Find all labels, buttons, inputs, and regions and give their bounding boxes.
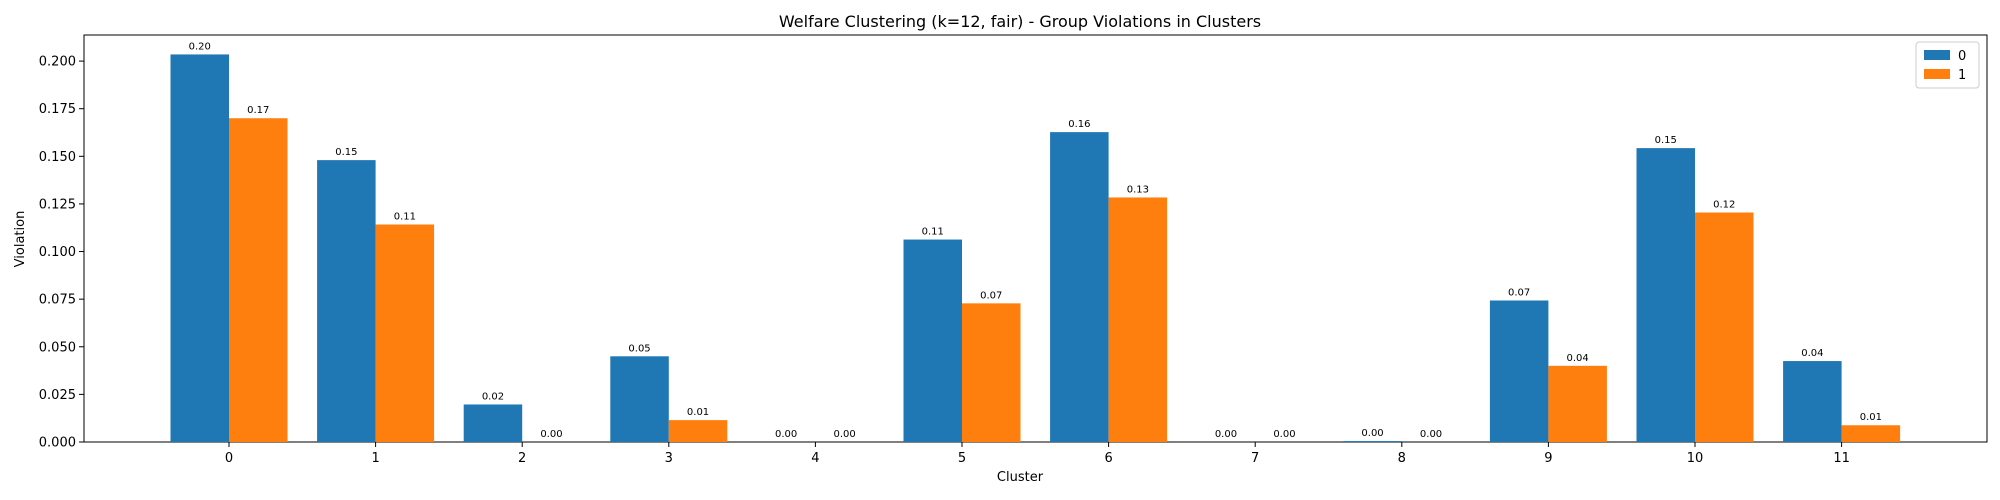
data-label-series-0-cluster-8: 0.00 [1361, 428, 1383, 439]
data-label-series-0-cluster-7: 0.00 [1215, 429, 1237, 440]
bar-series-0-cluster-6 [1050, 132, 1109, 442]
y-tick-label-0.100: 0.100 [39, 245, 76, 260]
y-tick-label-0.150: 0.150 [39, 150, 76, 165]
data-label-series-1-cluster-0: 0.17 [247, 105, 269, 116]
bar-series-0-cluster-8 [1343, 441, 1402, 442]
x-axis: 0 1 2 3 4 5 6 7 8 9 10 11 [225, 442, 1850, 466]
x-tick-label-1: 1 [371, 451, 379, 466]
data-label-series-0-cluster-10: 0.15 [1655, 135, 1677, 146]
data-label-series-0-cluster-6: 0.16 [1068, 119, 1090, 130]
bar-series-0-cluster-3 [610, 356, 669, 442]
x-axis-label: Cluster [997, 470, 1044, 485]
data-label-series-1-cluster-7: 0.00 [1273, 429, 1295, 440]
data-label-series-0-cluster-4: 0.00 [775, 429, 797, 440]
x-tick-label-8: 8 [1398, 451, 1406, 466]
y-axis-label: Violation [13, 211, 28, 268]
bar-series-1-cluster-5 [962, 303, 1021, 442]
bar-series-0-cluster-9 [1489, 300, 1549, 442]
data-label-series-0-cluster-11: 0.04 [1801, 348, 1823, 359]
y-tick-label-0.050: 0.050 [39, 340, 76, 355]
y-tick-label-0.175: 0.175 [39, 102, 76, 117]
legend-swatch-0 [1924, 50, 1950, 60]
x-tick-label-10: 10 [1687, 451, 1704, 466]
plot-frame [83, 34, 1988, 443]
y-axis: 0.000 0.025 0.050 0.075 0.100 0.125 0.150 0.175… [39, 55, 84, 451]
x-tick-label-4: 4 [811, 451, 819, 466]
data-label-series-1-cluster-3: 0.01 [687, 407, 709, 418]
y-tick-label-0.025: 0.025 [39, 388, 76, 403]
data-label-series-1-cluster-1: 0.11 [394, 212, 416, 223]
x-tick-label-2: 2 [518, 451, 526, 466]
data-label-series-0-cluster-1: 0.15 [335, 147, 357, 158]
x-tick-label-6: 6 [1104, 451, 1112, 466]
data-label-series-1-cluster-11: 0.01 [1860, 412, 1882, 423]
data-label-series-1-cluster-9: 0.04 [1567, 353, 1589, 364]
legend: 01 [1915, 41, 1980, 89]
data-label-series-0-cluster-5: 0.11 [922, 227, 944, 238]
data-label-series-1-cluster-8: 0.00 [1420, 429, 1442, 440]
x-tick-label-0: 0 [225, 451, 233, 466]
bar-series-1-cluster-11 [1841, 425, 1901, 442]
x-tick-label-7: 7 [1251, 451, 1259, 466]
bar-series-1-cluster-3 [668, 420, 728, 442]
data-label-series-1-cluster-6: 0.13 [1127, 184, 1149, 195]
data-label-series-1-cluster-4: 0.00 [834, 429, 856, 440]
x-tick-label-5: 5 [958, 451, 966, 466]
bar-series-0-cluster-10 [1636, 148, 1695, 442]
data-label-series-0-cluster-2: 0.02 [482, 391, 504, 402]
bar-series-0-cluster-0 [170, 54, 229, 443]
y-tick-label-0.200: 0.200 [39, 55, 76, 70]
bar-series-0-cluster-5 [903, 239, 962, 442]
y-tick-label-0.075: 0.075 [39, 293, 76, 308]
y-tick-label-0.125: 0.125 [39, 197, 76, 212]
x-tick-label-3: 3 [665, 451, 673, 466]
legend-swatch-1 [1924, 69, 1950, 79]
bar-series-1-cluster-10 [1695, 212, 1754, 442]
legend-box [1915, 41, 1980, 89]
y-tick-label-0.000: 0.000 [39, 436, 76, 451]
bar-series-0-cluster-2 [463, 404, 523, 442]
legend-label-1: 1 [1958, 68, 1966, 83]
data-label-series-1-cluster-2: 0.00 [540, 429, 562, 440]
legend-label-0: 0 [1958, 49, 1966, 64]
data-label-series-0-cluster-0: 0.20 [189, 41, 211, 52]
bar-series-1-cluster-6 [1108, 197, 1168, 442]
bar-series-0-cluster-1 [317, 160, 376, 442]
bar-series-1-cluster-1 [375, 224, 435, 442]
x-tick-label-11: 11 [1833, 451, 1850, 466]
x-tick-label-9: 9 [1544, 451, 1552, 466]
bars [170, 54, 1901, 443]
chart-title: Welfare Clustering (k=12, fair) - Group … [779, 12, 1261, 31]
data-label-series-1-cluster-10: 0.12 [1713, 200, 1735, 211]
bar-series-1-cluster-9 [1548, 365, 1607, 442]
data-label-series-1-cluster-5: 0.07 [980, 290, 1002, 301]
data-label-series-0-cluster-3: 0.05 [628, 343, 650, 354]
data-labels: 0.20 0.15 0.02 0.05 0.00 0.11 0.16 0.00 0.00 0.07… [189, 41, 1882, 440]
bar-series-0-cluster-11 [1783, 361, 1842, 442]
data-label-series-0-cluster-9: 0.07 [1508, 287, 1530, 298]
bar-series-1-cluster-0 [229, 118, 288, 442]
